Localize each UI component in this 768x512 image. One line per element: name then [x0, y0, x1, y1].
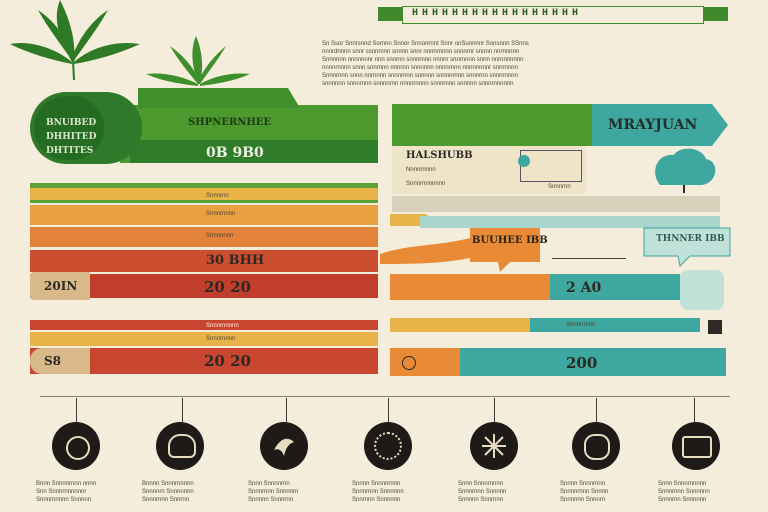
timeline-tick [694, 398, 695, 422]
bubble-mini-chart [552, 232, 626, 259]
right-bar-value: 2 A0 [566, 280, 601, 296]
timeline-caption: Snnnrnn Snnnnnn [658, 496, 706, 504]
badge-line: DHHITED [46, 132, 96, 142]
bar-small-label: Snnnnnnn [206, 232, 233, 240]
timeline-caption: Snnnnnn Snnnrn [560, 496, 605, 504]
intro-line: Snnnnnn nnnnnnnr nnn snnrnn snnnrnnn nnn… [322, 56, 732, 64]
right-bottom-value: 200 [566, 354, 597, 372]
header-arrow-tip [138, 88, 300, 108]
mini-chart [520, 150, 582, 182]
timeline-tick [388, 398, 389, 422]
lung-icon [584, 434, 610, 460]
arrow-banner-title: MRAYJUAN [608, 117, 697, 133]
timeline-caption: Snnnnn Snnnrnn [248, 496, 293, 504]
bird-icon [270, 432, 298, 460]
info-card-line: Snnnrnnnnnnn [406, 180, 445, 188]
timeline-caption: Snnnn Snnnrnnn [560, 480, 605, 488]
timeline-caption: Snnnnn Snnrnnn [458, 496, 503, 504]
neuron-icon [480, 432, 508, 460]
intro-line: Snnnrnnn snnn nnrnnnn snnnrnnn snnnnn sn… [322, 72, 732, 80]
teal-speech-bubble [640, 224, 734, 268]
orange-dark-bar [30, 227, 378, 247]
badge-line: BNUIBED [46, 118, 96, 128]
leaf-cluster-icon [650, 145, 720, 193]
bottom-side-label: S8 [44, 354, 61, 368]
small-circle-icon [402, 356, 416, 370]
thin-yellow-bar [30, 188, 378, 200]
badge-line: DHTITES [46, 146, 93, 156]
intro-line: nnnnrnnnn snnn snnrnnn nnnrnn snnnnnn nn… [322, 64, 732, 72]
timeline-caption: Snn Snnnrnnnnnnr [36, 488, 86, 496]
red-bar [30, 250, 378, 272]
info-card-title: HALSHUBB [406, 150, 473, 161]
orange-speech-bubble [380, 224, 550, 274]
virus-icon [66, 436, 90, 460]
timeline-caption: Snnn Snnnrnnnn [458, 480, 503, 488]
timeline-tick [286, 398, 287, 422]
timeline-tick [494, 398, 495, 422]
small-dark-square [708, 320, 722, 334]
timeline-caption: Bnnnn Snnnrnnnnn [142, 480, 194, 488]
orange-bubble-text: BUUHEE IBB [472, 235, 548, 246]
timeline-caption: Snnn Snnnrnnnnn [658, 480, 706, 488]
bar-value-large: 20 20 [204, 278, 251, 296]
monitor-icon [682, 436, 712, 458]
intro-paragraph: Sn Ssor Snnrsnnd Sornnn Snnor Snnonrnnt … [322, 40, 732, 88]
brain-icon [168, 434, 196, 458]
right-bottom-orange-bar [390, 348, 460, 376]
side-tab-label: 20IN [44, 279, 77, 293]
timeline-caption: Snnnrnnn Snnnnrn [248, 488, 298, 496]
grey-band [392, 196, 720, 212]
timeline-axis [40, 396, 730, 397]
cell-icon [374, 432, 402, 460]
cannabis-leaf-small-icon [142, 36, 254, 88]
bar-small-label: Snnnrnnnn [206, 335, 235, 343]
bar-small-label: Snnnrnnnnn [206, 322, 239, 330]
mid-yellow-bar [30, 332, 378, 346]
teal-bubble-text: THNNER IBB [656, 234, 725, 244]
timeline-caption: Snnnnrn Snnnnnnn [142, 488, 194, 496]
top-banner-title: HHHHHHHHHHHHHHHHH [412, 8, 582, 19]
info-card-line: Nnnnrnnnn [406, 166, 436, 174]
timeline-caption: Snnnrnnn Snnnnn [458, 488, 506, 496]
timeline-caption: Snnrnnn Snnnnnn [352, 496, 400, 504]
timeline-caption: Snnnrnnn Snnnnnn [658, 488, 710, 496]
header-value: 0B 9B0 [206, 145, 264, 161]
timeline-caption: Snnnrnnn Snnrnn [142, 496, 189, 504]
bar-small-label: Snnnrnn [206, 192, 229, 200]
mini-chart-marker [518, 155, 530, 167]
info-card-small: Snnnrnn [548, 183, 571, 191]
timeline-caption: Snnnrnnn Snnnnnn [352, 488, 404, 496]
right-bar-small: Snnnrnnnn [566, 321, 595, 329]
cannabis-leaf-icon [0, 0, 160, 80]
bar-value: 30 BHH [206, 253, 264, 268]
orange-bar [30, 205, 378, 225]
bottom-bar-value: 20 20 [204, 352, 251, 370]
timeline-caption: Bnnn Snnnnrnnn nnnn [36, 480, 96, 488]
timeline-tick [182, 398, 183, 422]
timeline-caption: Snnnnrnnn Snnnn [560, 488, 608, 496]
right-orange-bar [390, 274, 550, 300]
timeline-tick [76, 398, 77, 422]
bar-small-label: Snnnrnnnn [206, 210, 235, 218]
right-teal-thin-bar [530, 318, 700, 332]
header-title: SHPNERNHEE [188, 117, 271, 128]
intro-line: snnnnnn snnnrnnn snnnnrnn nnnnrnnnn snnn… [322, 80, 732, 88]
intro-line: nnnrdnnnn snnr ssnnrnnn snnnn snnr nnnnr… [322, 48, 732, 56]
teal-round-tile [680, 270, 724, 310]
mid-red-bar [30, 320, 378, 330]
timeline-caption: Snnnrnnnnn Snnnnn [36, 496, 91, 504]
intro-line: Sn Ssor Snnrsnnd Sornnn Snnor Snnonrnnt … [322, 40, 732, 48]
timeline-caption: Snnnn Snnnnrnnn [352, 480, 400, 488]
timeline-caption: Snnn Snnnnrnn [248, 480, 290, 488]
timeline-tick [596, 398, 597, 422]
